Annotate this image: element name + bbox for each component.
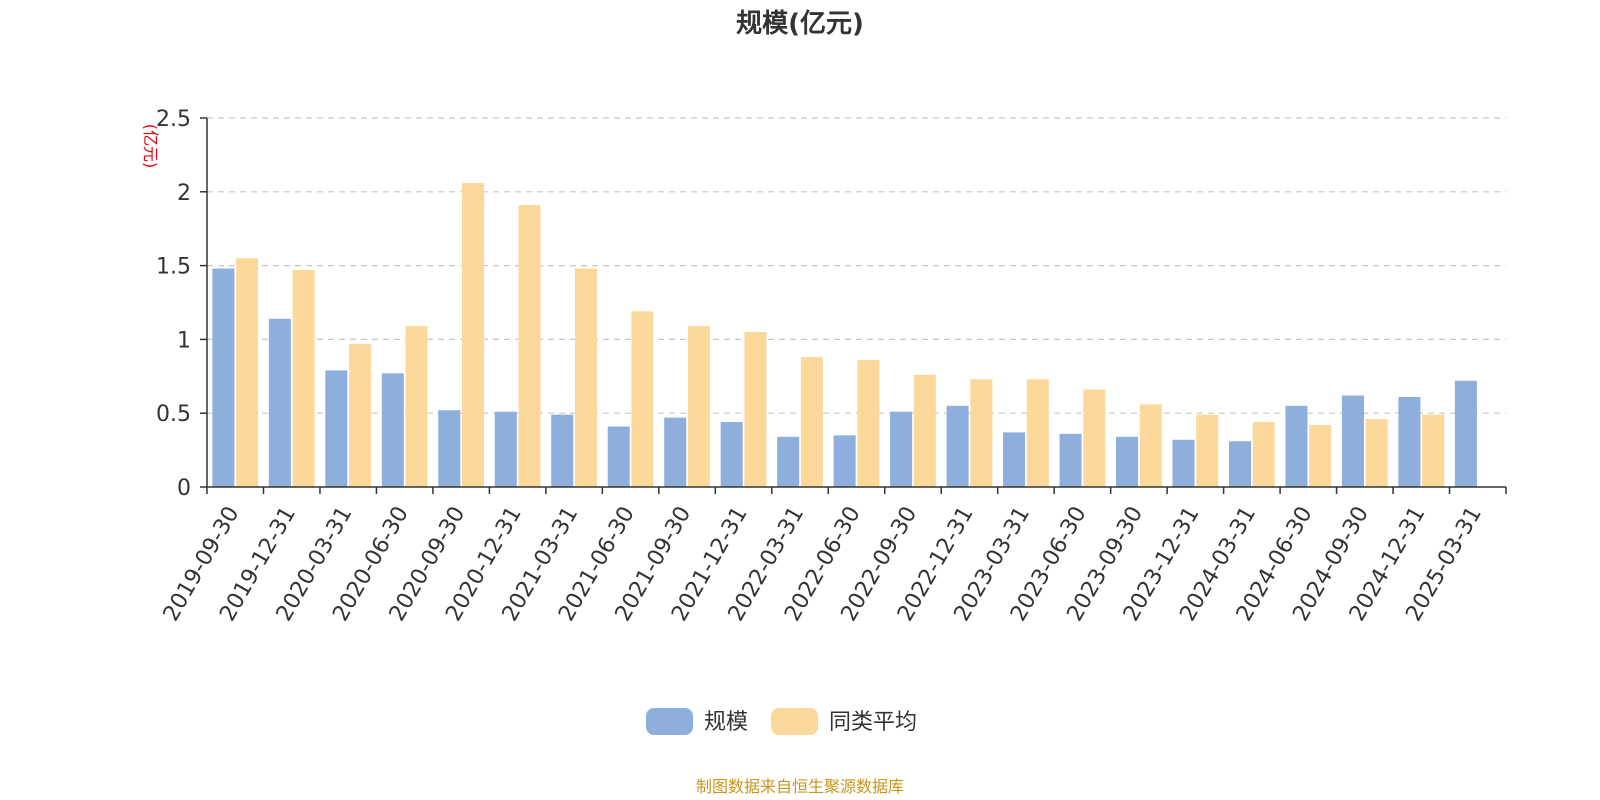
bar-scale-2019-09-30 [212, 268, 235, 487]
bar-peer-average-2021-09-30 [687, 326, 710, 487]
legend-label: 同类平均 [829, 710, 917, 735]
bar-peer-average-2020-03-31 [349, 343, 372, 487]
bar-scale-2022-12-31 [946, 405, 969, 487]
bar-scale-2023-03-31 [1003, 432, 1026, 487]
bar-peer-average-2022-12-31 [970, 379, 993, 487]
y-axis-unit-label: (亿元) [141, 124, 160, 169]
y-tick-labels: 0 0.5 1 1.5 2 2.5 [156, 107, 191, 501]
bar-scale-2023-12-31 [1172, 439, 1195, 487]
bar-scale-2025-03-31 [1454, 380, 1477, 487]
bar-scale-2024-03-31 [1228, 441, 1252, 487]
legend-item-peer-average[interactable]: 同类平均 [771, 708, 917, 735]
bar-peer-average-2021-06-30 [631, 311, 654, 487]
axes [206, 118, 1507, 494]
bar-peer-average-2020-09-30 [461, 182, 485, 487]
bar-scale-2020-06-30 [381, 373, 404, 487]
bar-peer-average-2024-03-31 [1252, 422, 1275, 487]
bar-scale-2021-12-31 [720, 422, 743, 487]
bar-scale-2021-09-30 [664, 417, 687, 487]
bar-peer-average-2023-06-30 [1083, 389, 1106, 487]
bar-scale-2020-12-31 [494, 411, 517, 487]
bar-scale-2022-09-30 [890, 411, 913, 487]
legend-item-scale[interactable]: 规模 [646, 708, 748, 735]
bar-scale-2023-09-30 [1116, 436, 1139, 487]
bar-scale-2020-09-30 [438, 410, 461, 487]
bar-scale-2021-03-31 [551, 414, 574, 487]
y-tick-label: 2 [177, 181, 191, 206]
bar-peer-average-2023-09-30 [1139, 404, 1162, 487]
legend-swatch [771, 708, 818, 735]
legend[interactable]: 规模 同类平均 [646, 708, 917, 735]
chart-title: 规模(亿元) [736, 9, 864, 39]
bar-peer-average-2022-06-30 [857, 360, 880, 487]
bar-peer-average-2020-12-31 [518, 205, 541, 488]
bar-peer-average-2020-06-30 [405, 326, 428, 487]
bar-peer-average-2024-06-30 [1309, 425, 1332, 487]
bar-peer-average-2023-03-31 [1026, 379, 1049, 487]
bar-peer-average-2021-03-31 [574, 268, 597, 487]
x-tick-labels: 2019-09-302019-12-312020-03-312020-06-30… [159, 502, 1487, 625]
bar-peer-average-2022-09-30 [913, 374, 936, 487]
bars-group [212, 182, 1477, 488]
y-tick-label: 0 [177, 476, 191, 501]
bar-scale-2023-06-30 [1059, 433, 1082, 487]
bar-peer-average-2019-12-31 [292, 270, 315, 487]
legend-label: 规模 [704, 710, 748, 735]
y-tick-label: 2.5 [156, 107, 191, 132]
bar-scale-2019-12-31 [268, 318, 291, 487]
bar-peer-average-2021-12-31 [744, 332, 767, 487]
bar-scale-2022-03-31 [777, 436, 800, 487]
y-tick-label: 1 [177, 328, 191, 353]
bar-scale-2024-06-30 [1285, 405, 1308, 487]
bar-scale-2024-12-31 [1398, 396, 1421, 487]
y-tick-label: 0.5 [156, 402, 191, 427]
bar-scale-2021-06-30 [607, 426, 630, 487]
bar-peer-average-2023-12-31 [1196, 414, 1219, 487]
bar-peer-average-2024-09-30 [1365, 419, 1388, 487]
bar-scale-2022-06-30 [833, 435, 856, 487]
legend-swatch [646, 708, 693, 735]
bar-peer-average-2024-12-31 [1422, 414, 1445, 487]
bar-scale-2024-09-30 [1341, 395, 1364, 487]
bar-peer-average-2019-09-30 [236, 258, 259, 487]
y-tick-label: 1.5 [156, 255, 191, 280]
bar-scale-2020-03-31 [325, 370, 348, 487]
bar-peer-average-2022-03-31 [800, 357, 823, 487]
source-note: 制图数据来自恒生聚源数据库 [696, 777, 904, 796]
